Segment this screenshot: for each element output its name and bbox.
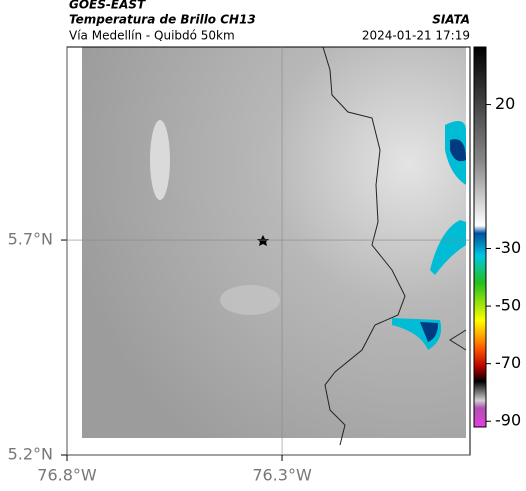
colorbar-tick-label: -30 bbox=[495, 238, 521, 257]
cold-cloud bbox=[420, 322, 438, 342]
lon-tick-label: 76.8°W bbox=[37, 466, 97, 485]
lat-tick-label: 5.2°N bbox=[8, 445, 53, 464]
cloud-feature bbox=[150, 120, 170, 200]
cold-cloud bbox=[430, 220, 466, 275]
subtitle: Vía Medellín - Quibdó 50km bbox=[69, 29, 235, 43]
lat-tick-label: 5.7°N bbox=[8, 230, 53, 249]
brand: SIATA bbox=[432, 13, 470, 27]
colorbar-tick-label: -70 bbox=[495, 353, 521, 372]
colorbar-tick-label: -90 bbox=[495, 411, 521, 430]
cold-cloud bbox=[450, 139, 466, 162]
source: GOES-EAST bbox=[69, 0, 146, 12]
colorbar-tick-label: 20 bbox=[495, 94, 515, 113]
location-marker bbox=[257, 235, 269, 246]
colorbar bbox=[473, 46, 487, 428]
lon-tick-label: 76.3°W bbox=[252, 466, 312, 485]
colorbar-tick-label: -50 bbox=[495, 296, 521, 315]
satellite-image bbox=[82, 47, 466, 438]
map-area bbox=[66, 46, 471, 456]
timestamp: 2024-01-21 17:19 bbox=[362, 29, 470, 43]
cloud-feature bbox=[220, 285, 280, 315]
border bbox=[449, 329, 467, 351]
title: Temperatura de Brillo CH13 bbox=[69, 13, 256, 27]
border bbox=[322, 46, 406, 446]
